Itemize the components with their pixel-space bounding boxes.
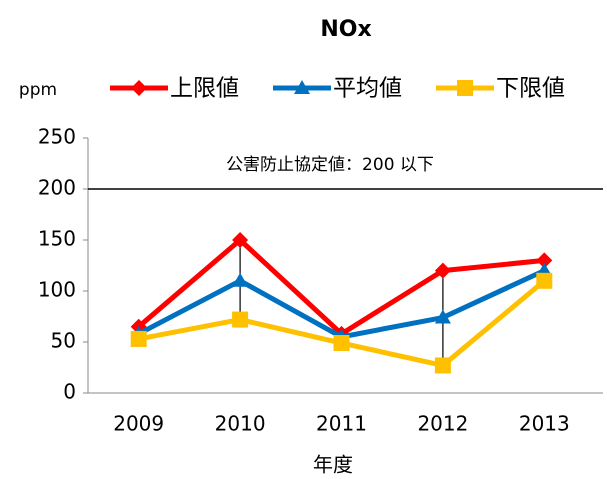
y-tick-label: 200 [38,176,76,200]
point [232,232,249,248]
x-tick-label: 2011 [316,412,367,436]
x-tick-label: 2013 [519,412,570,436]
x-tick-label: 2012 [417,412,468,436]
y-tick-label: 250 [38,125,76,149]
y-tick-label: 100 [38,278,76,302]
legend-label: 上限値 [170,76,239,102]
reference-label: 公害防止協定値：200 以下 [226,155,434,175]
legend-label: 平均値 [333,76,402,102]
y-axis-label: ppm [19,80,57,100]
chart-title: NOx [320,17,371,42]
series-line [138,278,546,368]
point [333,335,350,352]
point [434,309,451,324]
y-tick-label: 150 [38,227,76,251]
series-line [137,237,545,337]
point [536,252,553,269]
point [434,262,451,279]
x-axis-label: 年度 [313,453,353,477]
x-tick-label: 2010 [215,412,266,436]
y-tick-label: 0 [63,380,76,404]
x-tick-label: 2009 [113,412,164,436]
legend-marker [294,80,310,94]
y-tick-label: 50 [51,329,76,353]
point [232,272,249,287]
legend-marker [457,80,473,96]
point [536,272,553,289]
legend-label: 下限値 [496,76,565,102]
legend-marker [131,80,147,96]
point [434,357,451,374]
point [130,330,147,347]
point [232,311,249,328]
